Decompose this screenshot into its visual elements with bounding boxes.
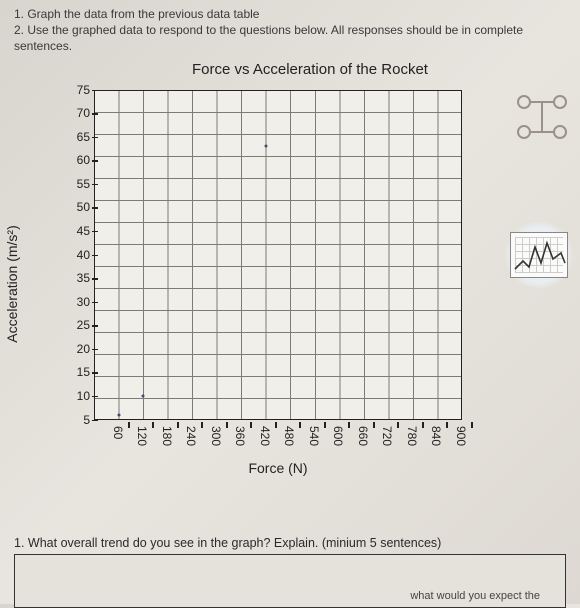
x-tick: 480 (282, 426, 296, 446)
y-tick: 60 (48, 153, 90, 167)
y-tick: 70 (48, 106, 90, 120)
x-axis-label: Force (N) (94, 460, 462, 476)
x-tick: 240 (184, 426, 198, 446)
clipart-connectors-icon (514, 92, 570, 151)
chart-area: Acceleration (m/s²) Force (N) 7570656055… (48, 84, 580, 484)
x-tick: 180 (160, 426, 174, 446)
y-tick: 35 (48, 271, 90, 285)
x-tick: 300 (209, 426, 223, 446)
x-tick: 60 (111, 426, 125, 439)
x-tick: 780 (405, 426, 419, 446)
instruction-line-1: 1. Graph the data from the previous data… (14, 6, 570, 22)
data-point (117, 413, 120, 416)
x-tick: 660 (356, 426, 370, 446)
y-tick: 75 (48, 83, 90, 97)
chart-grid (94, 90, 462, 420)
x-tick: 540 (307, 426, 321, 446)
x-tick: 420 (258, 426, 272, 446)
x-tick: 840 (429, 426, 443, 446)
x-tick: 600 (331, 426, 345, 446)
y-axis-label: Acceleration (m/s²) (4, 225, 20, 342)
y-tick: 45 (48, 224, 90, 238)
data-point (142, 394, 145, 397)
y-tick: 40 (48, 248, 90, 262)
y-tick: 10 (48, 389, 90, 403)
y-tick: 55 (48, 177, 90, 191)
instruction-line-2: 2. Use the graphed data to respond to th… (14, 22, 570, 54)
x-tick: 120 (135, 426, 149, 446)
instructions-block: 1. Graph the data from the previous data… (0, 0, 580, 57)
y-tick: 15 (48, 365, 90, 379)
page-cutoff-text: what would you expect the (410, 590, 540, 602)
x-tick: 900 (454, 426, 468, 446)
y-tick: 65 (48, 130, 90, 144)
y-tick: 30 (48, 295, 90, 309)
y-tick: 20 (48, 342, 90, 356)
chart-title: Force vs Acceleration of the Rocket (40, 61, 580, 78)
x-tick: 360 (233, 426, 247, 446)
x-tick: 720 (380, 426, 394, 446)
y-tick: 5 (48, 413, 90, 427)
y-tick: 50 (48, 200, 90, 214)
question-text: What overall trend do you see in the gra… (28, 536, 441, 550)
y-tick: 25 (48, 318, 90, 332)
question-1: 1. What overall trend do you see in the … (14, 536, 566, 550)
data-point (264, 145, 267, 148)
clipart-mini-chart-icon (502, 222, 576, 288)
question-number: 1. (14, 536, 24, 550)
